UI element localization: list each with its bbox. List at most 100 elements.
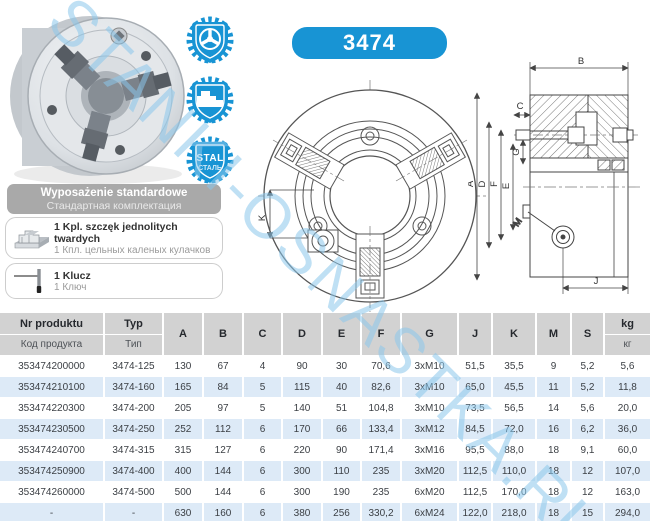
dim-B: B <box>529 56 629 95</box>
cell-value: 300 <box>281 460 322 482</box>
cell-value: 235 <box>360 481 401 503</box>
cell-value: 144 <box>202 460 243 482</box>
table-row: 353474210100 3474-160 165 84 5 115 40 82,6 3xM10… <box>0 376 650 398</box>
jaw-slots <box>272 132 468 308</box>
jaw-set-icon <box>10 225 54 251</box>
cell-value: 5,6 <box>603 355 650 377</box>
cell-value: 235 <box>360 460 401 482</box>
cell-value: 73,5 <box>457 397 492 419</box>
cell-value: 84,5 <box>457 418 492 440</box>
chuck-jaws <box>54 44 172 162</box>
cell-value: 90 <box>281 355 322 377</box>
cell-type: 3474-315 <box>103 439 163 461</box>
cell-value: 14 <box>535 397 571 419</box>
cell-value: 170,0 <box>491 481 536 503</box>
svg-text:K: K <box>257 214 268 221</box>
cell-value: 171,4 <box>360 439 401 461</box>
cell-value: 51,5 <box>457 355 492 377</box>
dim-J: J <box>562 248 629 294</box>
cell-value: 127 <box>202 439 243 461</box>
cell-value: 6xM24 <box>400 502 458 521</box>
cell-value: 3xM16 <box>400 439 458 461</box>
cell-product-code: 353474250900 <box>0 460 104 482</box>
svg-text:STAL: STAL <box>196 153 223 164</box>
cell-product-code: 353474240700 <box>18 444 85 456</box>
steel-badge-icon: STAL СТАЛЬ <box>186 136 234 184</box>
cell-value: 104,8 <box>360 397 401 419</box>
cell-value: 5,2 <box>570 376 604 398</box>
dim-D: D <box>477 121 493 249</box>
cell-value: 18 <box>535 481 571 503</box>
cell-value: 140 <box>281 397 322 419</box>
cell-value: 5 <box>242 376 282 398</box>
header-dim-F: F <box>360 313 401 356</box>
equipment-item: 1 Kpl. szczęk jednolitych twardych 1 Кпл… <box>5 217 223 259</box>
cell-value: 170 <box>281 418 322 440</box>
cell-value: 133,4 <box>360 418 401 440</box>
cell-value: 6xM20 <box>400 481 458 503</box>
cell-value: 90 <box>321 439 361 461</box>
header-dim-A: A <box>162 313 203 356</box>
equipment-item-label-pl: 1 Kpl. szczęk jednolitych twardych <box>54 220 178 245</box>
cell-value: 11,8 <box>603 376 650 398</box>
svg-text:C: C <box>517 101 524 112</box>
cell-value: 40 <box>321 376 361 398</box>
equipment-item-label-ru: 1 Кпл. цельных каленых кулачков <box>54 244 211 256</box>
cell-value: 5,6 <box>570 397 604 419</box>
table-row: 353474250900 3474-400 400 144 6 300 110 235 3xM2… <box>0 460 650 482</box>
svg-text:G: G <box>511 148 522 155</box>
dim-K: K <box>257 189 314 239</box>
table-row: 353474220300 3474-200 205 97 5 140 51 104,8 3xM1… <box>0 397 650 419</box>
cell-value: 67 <box>202 355 243 377</box>
cell-type: 3474-125 <box>103 355 163 377</box>
cell-value: 144 <box>202 481 243 503</box>
cell-value: 45,5 <box>491 376 536 398</box>
cell-value: 6 <box>242 502 282 521</box>
cell-value: 9 <box>535 355 571 377</box>
cell-value: 330,2 <box>360 502 401 521</box>
cell-value: 107,0 <box>603 460 650 482</box>
dim-E: E <box>501 143 517 231</box>
cell-value: 12 <box>570 481 604 503</box>
cell-value: 18 <box>535 460 571 482</box>
cell-value: 220 <box>281 439 322 461</box>
cell-value: 6 <box>242 418 282 440</box>
svg-text:F: F <box>489 181 500 187</box>
cell-value: 3xM10 <box>400 397 458 419</box>
cell-value: 112,5 <box>457 460 492 482</box>
equipment-title-ru: Стандартная комплектация <box>46 200 182 213</box>
hard-jaw-icon <box>186 76 234 124</box>
cell-value: 18 <box>535 439 571 461</box>
cell-value: 84 <box>202 376 243 398</box>
table-row: - -630 160 6 380 256 330,2 6xM24 122,0 218,0 18 15 2… <box>0 502 650 521</box>
svg-text:E: E <box>501 183 512 189</box>
cell-value: 112 <box>202 418 243 440</box>
cell-value: 315 <box>162 439 203 461</box>
chuck-key-icon <box>10 267 54 295</box>
header-dim-D: D <box>281 313 322 356</box>
header-dim-K: K <box>491 313 536 356</box>
cell-value: 112,5 <box>457 481 492 503</box>
svg-text:СТАЛЬ: СТАЛЬ <box>198 165 222 172</box>
key-socket <box>110 27 128 45</box>
cell-value: 4 <box>242 355 282 377</box>
cell-value: 6 <box>242 439 282 461</box>
product-photo <box>10 16 185 184</box>
cell-type: 3474-500 <box>103 481 163 503</box>
cell-type: - <box>103 502 163 521</box>
cell-type: 3474-400 <box>103 460 163 482</box>
cell-value: 252 <box>162 418 203 440</box>
cell-product-code: 353474230500 <box>0 418 104 440</box>
table-row: 353474230500 3474-250 252 112 6 170 66 133,4 3xM… <box>0 418 650 440</box>
cell-value: 218,0 <box>491 502 536 521</box>
svg-text:B: B <box>578 56 584 67</box>
cell-value: 95,5 <box>457 439 492 461</box>
header-dim-B: B <box>202 313 243 356</box>
cell-value: 3xM20 <box>400 460 458 482</box>
cell-type: 3474-200 <box>103 397 163 419</box>
cell-value: 66 <box>321 418 361 440</box>
cell-type: 3474-250 <box>103 418 163 440</box>
cell-value: 6 <box>242 460 282 482</box>
